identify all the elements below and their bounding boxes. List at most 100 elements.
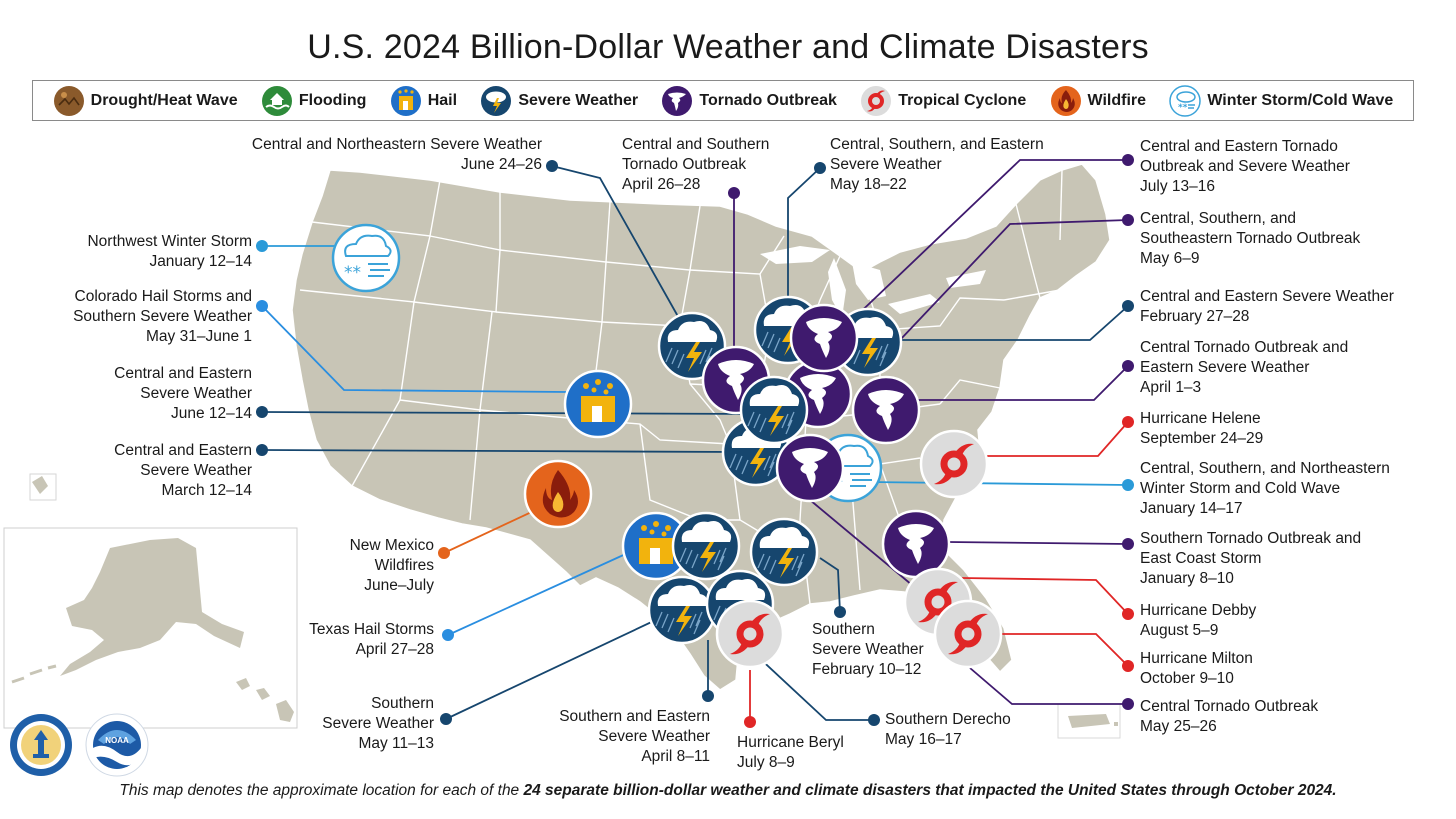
legend-label: Wildfire (1087, 91, 1147, 109)
label-derecho: Southern Derecho May 16–17 (885, 710, 1045, 750)
event-date: February 27–28 (1140, 308, 1250, 325)
event-name-2: Wildfires (374, 557, 434, 574)
leader-dots (256, 154, 1134, 728)
event-name: Hurricane Debby (1140, 602, 1257, 619)
event-date: April 8–11 (641, 748, 710, 765)
legend: Drought/Heat Wave Flooding Hail Severe W… (32, 80, 1414, 121)
label-helene: Hurricane Helene September 24–29 (1140, 409, 1440, 449)
event-date: January 12–14 (149, 253, 252, 270)
event-name-2: Winter Storm and Cold Wave (1140, 480, 1341, 497)
event-name: Southern (812, 621, 875, 638)
event-name: Central, Southern, and Eastern (830, 136, 1044, 153)
severe-weather-icon (481, 85, 512, 116)
label-ce-june: Central and Eastern Severe Weather June … (60, 364, 252, 424)
event-name: Southern and Eastern (559, 708, 710, 725)
event-name: Central and Eastern Tornado (1140, 138, 1338, 155)
label-st-jan: Southern Tornado Outbreak and East Coast… (1140, 529, 1440, 589)
event-date: October 9–10 (1140, 670, 1234, 687)
hawaii-shape (236, 678, 294, 722)
event-name-2: Severe Weather (140, 385, 252, 402)
great-lakes (760, 246, 986, 318)
event-name-2: Severe Weather (812, 641, 924, 658)
label-css-tornado: Central, Southern, and Southeastern Torn… (1140, 209, 1440, 269)
ct-april-tornado-symbol (851, 375, 921, 445)
label-ct-may: Central Tornado Outbreak May 25–26 (1140, 697, 1440, 737)
legend-item-drought: Drought/Heat Wave (53, 85, 238, 117)
event-date: January 8–10 (1140, 570, 1234, 587)
event-name: Central and Eastern Severe Weather (1140, 288, 1394, 305)
legend-label: Tornado Outbreak (699, 91, 837, 109)
label-beryl: Hurricane Beryl July 8–9 (737, 733, 877, 773)
hurricane-helene-symbol (921, 431, 987, 497)
label-ce-feb: Central and Eastern Severe Weather Febru… (1140, 287, 1440, 327)
event-name: Southern (371, 695, 434, 712)
event-name: Hurricane Helene (1140, 410, 1261, 427)
label-co-hail: Colorado Hail Storms and Southern Severe… (30, 287, 252, 347)
guam-shape (32, 476, 48, 494)
legend-item-tropical: Tropical Cyclone (860, 85, 1026, 117)
legend-item-wildfire: Wildfire (1050, 85, 1147, 117)
alaska-shape (60, 538, 244, 676)
event-name-2: Southeastern Tornado Outbreak (1140, 230, 1361, 247)
alaska-inset-frame (3, 527, 298, 729)
nw-winter-storm-symbol (331, 223, 401, 293)
legend-item-winter: ** Winter Storm/Cold Wave (1169, 84, 1393, 117)
event-name: New Mexico (349, 537, 434, 554)
label-southern-may: Southern Severe Weather May 11–13 (290, 694, 434, 754)
nm-wildfire-symbol (523, 459, 593, 529)
event-name: Central, Southern, and (1140, 210, 1296, 227)
map-title: U.S. 2024 Billion-Dollar Weather and Cli… (307, 28, 1149, 66)
legend-label: Tropical Cyclone (898, 91, 1027, 109)
noaa-logo: NOAA (85, 713, 149, 777)
southern-feb-severe-symbol (749, 517, 819, 587)
hail-icon (390, 85, 421, 116)
event-name-2: Eastern Severe Weather (1140, 359, 1310, 376)
label-cse-may: Central, Southern, and Eastern Severe We… (830, 135, 1080, 195)
event-name: Texas Hail Storms (309, 621, 434, 638)
event-name-2: Outbreak and Severe Weather (1140, 158, 1350, 175)
event-name: Central Tornado Outbreak (1140, 698, 1319, 715)
label-cne-june: Central and Northeastern Severe Weather … (220, 135, 542, 175)
tx-severe-symbol (671, 511, 741, 581)
event-date: April 27–28 (355, 641, 434, 658)
leader-lines (261, 159, 1129, 722)
label-cs-tornado: Central and Southern Tornado Outbreak Ap… (622, 135, 802, 195)
event-name: Central and Eastern (114, 442, 252, 459)
winter-storm-icon: ** (1169, 84, 1202, 117)
event-name: Northwest Winter Storm (87, 233, 252, 250)
legend-label: Hail (427, 91, 458, 109)
event-name: Central, Southern, and Northeastern (1140, 460, 1390, 477)
svg-text:**: ** (1178, 103, 1188, 113)
label-ct-april: Central Tornado Outbreak and Eastern Sev… (1140, 338, 1440, 398)
label-milton: Hurricane Milton October 9–10 (1140, 649, 1440, 689)
event-date: June 24–26 (460, 156, 542, 173)
event-name: Hurricane Milton (1140, 650, 1253, 667)
event-date: May 25–26 (1140, 718, 1217, 735)
event-name-2: Severe Weather (598, 728, 710, 745)
flood-icon (261, 85, 292, 116)
event-date: August 5–9 (1140, 622, 1219, 639)
derecho-tornado-symbol (775, 433, 845, 503)
event-date: April 1–3 (1140, 379, 1202, 396)
legend-label: Severe Weather (518, 91, 639, 109)
st-jan-tornado-symbol (881, 509, 951, 579)
event-date: May 11–13 (358, 735, 434, 752)
event-name-2: Southern Severe Weather (73, 308, 252, 325)
event-name: Hurricane Beryl (737, 734, 844, 751)
svg-text:NOAA: NOAA (105, 736, 129, 745)
event-name-2: Severe Weather (140, 462, 252, 479)
event-name: Central and Northeastern Severe Weather (251, 136, 542, 153)
event-name: Central and Southern (622, 136, 770, 153)
event-name-2: Tornado Outbreak (622, 156, 747, 173)
event-date: July 13–16 (1140, 178, 1215, 195)
hurricane-beryl-symbol (717, 601, 783, 667)
label-ce-march: Central and Eastern Severe Weather March… (60, 441, 252, 501)
event-name-2: Severe Weather (830, 156, 942, 173)
event-date: February 10–12 (812, 661, 922, 678)
legend-label: Flooding (298, 91, 367, 109)
label-southern-feb: Southern Severe Weather February 10–12 (812, 620, 962, 680)
label-debby: Hurricane Debby August 5–9 (1140, 601, 1440, 641)
commerce-seal-logo (10, 714, 72, 776)
event-date: May 18–22 (830, 176, 907, 193)
